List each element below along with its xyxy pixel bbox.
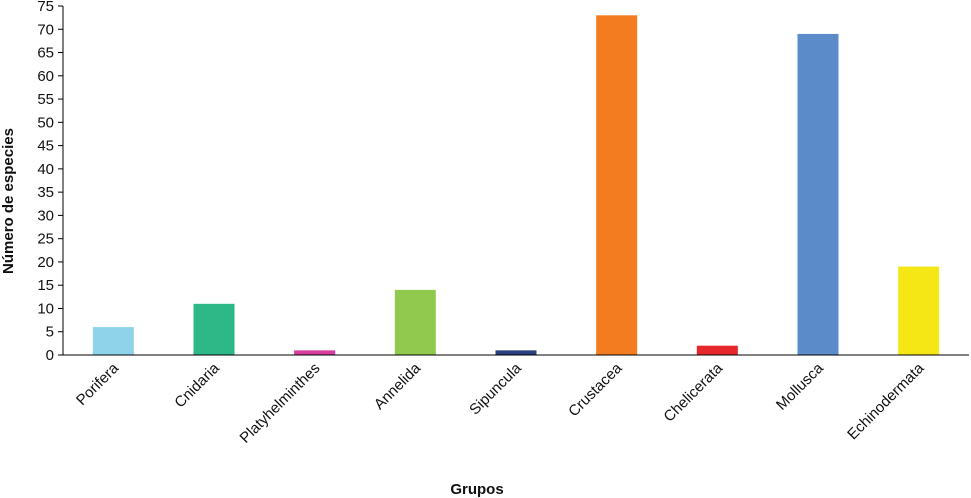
bar-porifera [92,327,134,355]
x-axis-title: Grupos [450,481,503,498]
x-axis-tick-labels: Porifera Cnidaria Platyhelminthes Annelida S… [73,359,928,446]
y-tick-label: 15 [37,277,54,294]
y-tick-label: 30 [37,207,54,224]
y-axis-title: Número de especies [0,128,17,274]
bar-mollusca [797,33,839,356]
y-tick-label: 75 [37,0,54,15]
x-tick-label-mollusca: Mollusca [773,359,827,413]
y-tick-label: 55 [37,91,54,108]
bars [92,15,940,356]
x-tick-label-echinodermata: Echinodermata [844,359,928,443]
y-tick-label: 40 [37,161,54,178]
y-tick-label: 50 [37,114,54,131]
y-tick-label: 65 [37,45,54,62]
y-tick-label: 20 [37,254,54,271]
x-tick-label-cnidaria: Cnidaria [171,359,223,411]
y-axis-ticks: 0 5 10 15 20 25 30 35 40 45 50 55 60 65 70 75 [37,0,63,364]
bar-chelicerata [696,345,738,355]
bar-sipuncula [495,350,537,355]
bar-platyhelminthes [294,350,336,355]
x-tick-label-sipuncula: Sipuncula [466,359,525,418]
bar-cnidaria [193,303,235,355]
y-tick-label: 60 [37,68,54,85]
y-tick-label: 70 [37,21,54,38]
y-tick-label: 45 [37,138,54,155]
bar-echinodermata [898,266,940,355]
y-tick-label: 35 [37,184,54,201]
y-tick-label: 25 [37,231,54,248]
y-tick-label: 0 [46,347,54,364]
bar-crustacea [596,15,638,355]
x-tick-label-crustacea: Crustacea [565,359,626,420]
bar-annelida [394,289,436,355]
x-tick-label-annelida: Annelida [371,359,425,413]
x-tick-label-chelicerata: Chelicerata [660,359,726,425]
y-tick-label: 10 [37,300,54,317]
x-tick-label-platyhelminthes: Platyhelminthes [237,360,324,447]
y-tick-label: 5 [46,324,54,341]
x-tick-label-porifera: Porifera [73,359,123,409]
